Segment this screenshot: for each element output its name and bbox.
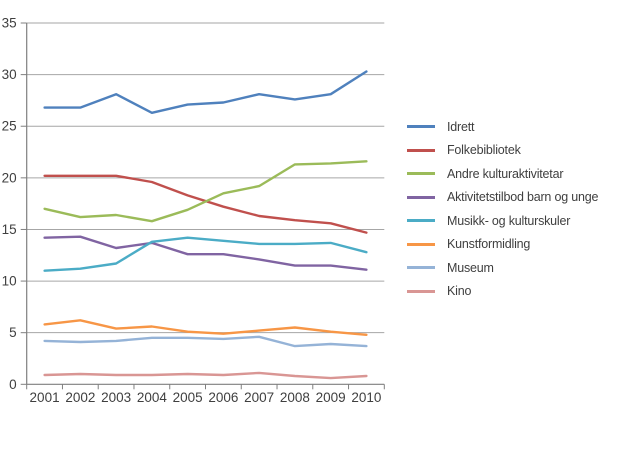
y-tick-label: 30 xyxy=(2,67,17,82)
legend-label: Musikk- og kulturskuler xyxy=(447,213,571,228)
x-tick-label: 2001 xyxy=(30,390,60,405)
x-tick-label: 2008 xyxy=(280,390,310,405)
x-tick-label: 2006 xyxy=(208,390,238,405)
y-tick-label: 20 xyxy=(2,170,17,185)
series-line-kunstformidling xyxy=(43,319,368,336)
legend-swatch-icon xyxy=(407,172,435,176)
legend-item-kino: Kino xyxy=(407,280,619,304)
x-tick-label: 2005 xyxy=(173,390,203,405)
legend-label: Kino xyxy=(447,284,472,299)
x-tick-label: 2003 xyxy=(101,390,131,405)
legend-swatch-icon xyxy=(407,219,435,223)
series-line-museum xyxy=(43,335,368,348)
legend-item-aktivitetstilbod-barn-og-unge: Aktivitetstilbod barn og unge xyxy=(407,186,619,210)
legend-item-idrett: Idrett xyxy=(407,115,619,139)
y-tick-label: 10 xyxy=(2,274,17,289)
y-tick-label: 5 xyxy=(9,325,17,340)
series-line-musikk-og-kulturskuler xyxy=(43,236,368,272)
legend-label: Museum xyxy=(447,260,494,275)
y-tick-label: 15 xyxy=(2,222,17,237)
legend-swatch-icon xyxy=(407,148,435,152)
legend-swatch-icon xyxy=(407,195,435,199)
x-tick-label: 2002 xyxy=(65,390,95,405)
x-tick-label: 2009 xyxy=(316,390,346,405)
legend-label: Andre kulturaktivitetar xyxy=(447,166,564,181)
legend-label: Idrett xyxy=(447,119,475,134)
legend-swatch-icon xyxy=(407,125,435,129)
legend-item-musikk-og-kulturskuler: Musikk- og kulturskuler xyxy=(407,209,619,233)
legend-label: Folkebibliotek xyxy=(447,143,521,158)
y-tick-label: 25 xyxy=(2,119,17,134)
legend-label: Aktivitetstilbod barn og unge xyxy=(447,190,599,205)
legend-label: Kunstformidling xyxy=(447,237,531,252)
y-tick-label: 0 xyxy=(9,377,17,392)
legend-item-folkebibliotek: Folkebibliotek xyxy=(407,139,619,163)
legend-item-andre-kulturaktivitetar: Andre kulturaktivitetar xyxy=(407,162,619,186)
series-line-aktivitetstilbod-barn-og-unge xyxy=(43,235,368,271)
y-tick-label: 35 xyxy=(2,16,17,31)
legend-swatch-icon xyxy=(407,242,435,246)
chart-legend: Idrett Folkebibliotek Andre kulturaktivite… xyxy=(407,115,619,303)
legend-swatch-icon xyxy=(407,289,435,293)
x-tick-label: 2010 xyxy=(351,390,381,405)
legend-item-museum: Museum xyxy=(407,256,619,280)
legend-item-kunstformidling: Kunstformidling xyxy=(407,233,619,257)
series-line-kino xyxy=(43,371,368,380)
x-tick-label: 2007 xyxy=(244,390,274,405)
series-line-idrett xyxy=(43,70,368,115)
series-line-andre-kulturaktivitetar xyxy=(43,160,368,223)
legend-swatch-icon xyxy=(407,266,435,270)
series-line-folkebibliotek xyxy=(43,174,368,234)
x-tick-label: 2004 xyxy=(137,390,168,405)
